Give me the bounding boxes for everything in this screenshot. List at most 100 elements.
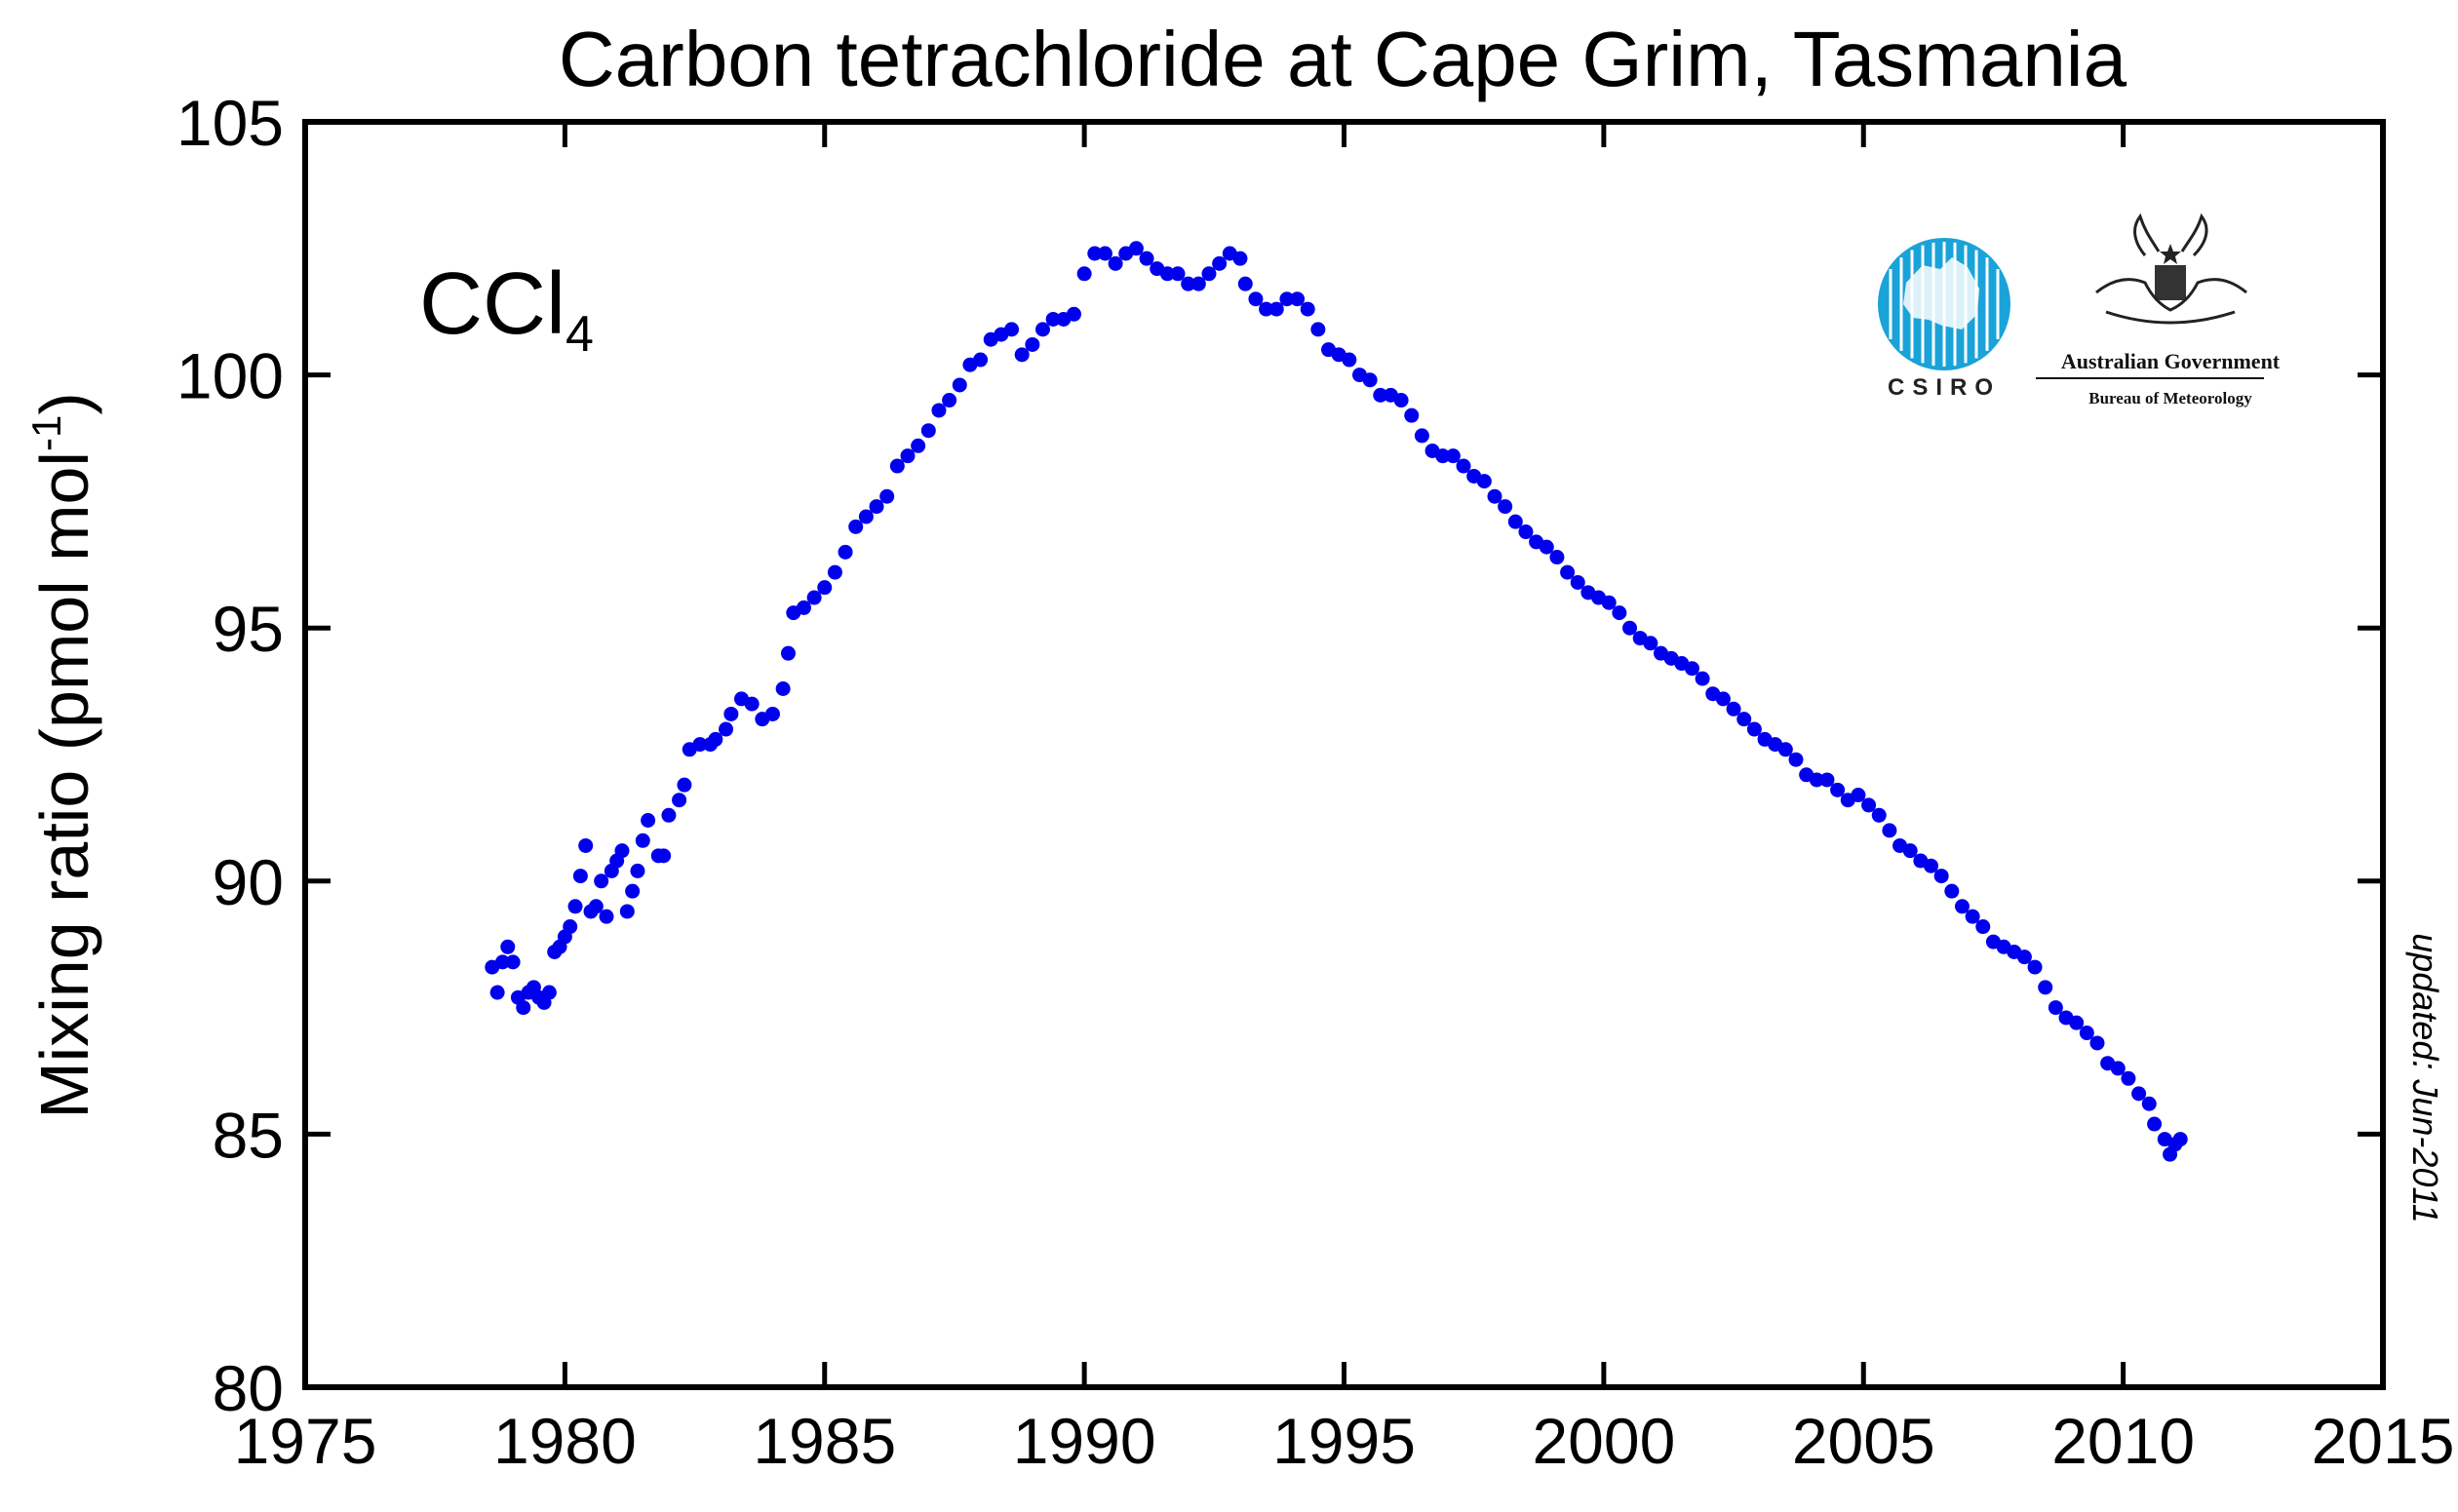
- gov-subtitle: Bureau of Meteorology: [2088, 389, 2252, 407]
- data-point: [1373, 387, 1388, 403]
- data-point: [1139, 251, 1154, 266]
- data-point: [780, 645, 796, 661]
- data-point: [2027, 959, 2043, 975]
- data-point: [1819, 772, 1835, 788]
- data-point: [1279, 291, 1295, 307]
- updated-note: updated: Jun-2011: [2405, 933, 2445, 1223]
- data-point: [1570, 574, 1585, 590]
- x-tick-label: 2010: [2051, 1405, 2195, 1477]
- data-point: [1414, 428, 1429, 444]
- data-point: [1933, 869, 1949, 884]
- data-point: [1518, 524, 1534, 540]
- data-point: [656, 848, 672, 864]
- data-point: [672, 793, 687, 808]
- plot-frame: [302, 119, 2386, 1390]
- coat-of-arms-icon: [2095, 213, 2247, 325]
- chart-title: Carbon tetrachloride at Cape Grim, Tasma…: [559, 16, 2127, 102]
- data-point: [952, 377, 967, 393]
- data-point: [2131, 1086, 2147, 1102]
- data-point: [1539, 539, 1554, 555]
- data-point: [599, 909, 614, 924]
- data-point: [1404, 407, 1420, 423]
- y-axis-label-text: Mixing ratio (pmol mol: [26, 451, 102, 1119]
- formula-subscript: 4: [566, 306, 594, 363]
- data-point: [692, 737, 708, 753]
- data-point: [1643, 636, 1658, 651]
- data-point: [1445, 448, 1461, 464]
- data-point: [1259, 301, 1274, 317]
- data-point: [567, 899, 583, 914]
- data-point: [619, 904, 635, 919]
- x-axis-ticks: 1975 1980 1985 1990 1995 2000 2005 2010 2015: [234, 122, 2454, 1477]
- data-point: [1560, 564, 1576, 580]
- formula-main: CCl: [419, 255, 566, 353]
- data-point: [973, 352, 989, 368]
- data-point: [1851, 788, 1866, 803]
- data-point: [2038, 980, 2053, 995]
- data-point: [1715, 691, 1731, 707]
- y-tick-label: 105: [176, 87, 284, 159]
- data-point: [1045, 311, 1061, 327]
- data-point: [723, 706, 739, 721]
- data-point: [494, 954, 510, 970]
- data-point: [1809, 772, 1824, 788]
- data-point: [2141, 1096, 2157, 1111]
- data-point: [500, 939, 516, 954]
- data-point: [1248, 291, 1264, 307]
- data-point: [1456, 458, 1471, 474]
- data-point: [1268, 301, 1284, 317]
- data-point: [614, 843, 630, 859]
- data-point: [1097, 246, 1112, 261]
- data-point: [641, 812, 656, 828]
- x-tick-label: 1975: [234, 1405, 377, 1477]
- data-point: [1871, 807, 1887, 823]
- data-point: [594, 873, 609, 889]
- data-point: [1601, 595, 1617, 610]
- data-point: [775, 681, 791, 697]
- data-series-ccl4: [485, 241, 2188, 1162]
- data-point: [1975, 919, 1991, 935]
- data-point: [806, 590, 822, 605]
- data-point: [1507, 514, 1523, 529]
- data-point: [838, 544, 853, 560]
- data-point: [1035, 322, 1051, 337]
- data-point: [920, 423, 936, 439]
- data-point: [1025, 336, 1040, 352]
- x-tick-label: 1985: [753, 1405, 896, 1477]
- data-point: [744, 696, 760, 712]
- data-point: [1882, 823, 1897, 838]
- data-point: [911, 438, 926, 453]
- data-point: [2110, 1061, 2126, 1076]
- data-point: [1108, 255, 1123, 271]
- data-point: [719, 721, 734, 737]
- data-point: [1300, 301, 1315, 317]
- data-point: [1237, 276, 1253, 291]
- data-point: [541, 985, 557, 1000]
- data-point: [900, 448, 916, 464]
- data-point: [764, 706, 780, 721]
- data-point: [869, 499, 884, 515]
- data-point: [931, 403, 947, 418]
- data-point: [1924, 858, 1939, 873]
- y-axis-label: Mixing ratio (pmol mol-1): [23, 392, 102, 1118]
- data-point: [1290, 291, 1306, 307]
- bom-logo: Australian Government Bureau of Meteorol…: [2036, 213, 2281, 407]
- data-point: [578, 837, 594, 853]
- data-point: [489, 985, 505, 1000]
- data-point: [1159, 266, 1175, 282]
- data-point: [630, 863, 645, 878]
- data-point: [505, 954, 521, 970]
- data-point: [661, 807, 677, 823]
- y-tick-label: 80: [213, 1352, 284, 1424]
- data-point: [879, 488, 895, 504]
- data-point: [1076, 266, 1092, 282]
- data-point: [827, 564, 842, 580]
- data-point: [2172, 1132, 2188, 1147]
- x-tick-label: 1995: [1272, 1405, 1416, 1477]
- y-tick-label: 90: [213, 846, 284, 918]
- y-axis-label-close: ): [26, 392, 102, 414]
- data-point: [796, 600, 811, 615]
- y-axis-label-superscript: -1: [23, 415, 69, 451]
- data-point: [1695, 671, 1710, 686]
- data-point: [1788, 752, 1804, 767]
